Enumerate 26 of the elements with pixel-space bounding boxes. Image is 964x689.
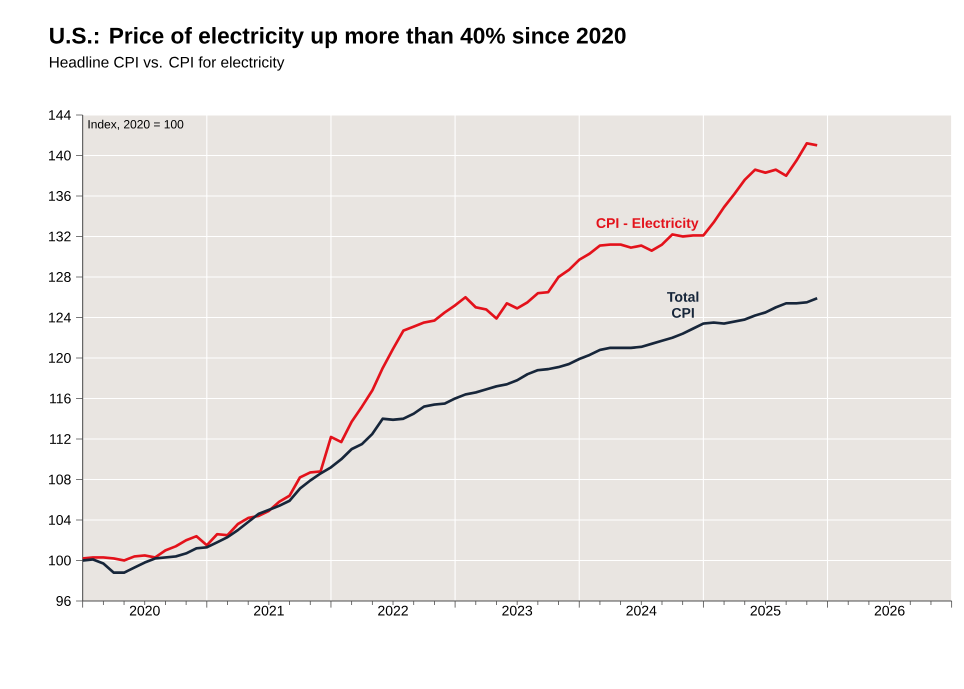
y-tick-label: 128 bbox=[49, 272, 71, 282]
y-tick-label: 132 bbox=[49, 232, 71, 242]
x-tick-label: 2025 bbox=[750, 606, 780, 616]
line-series bbox=[81, 142, 819, 562]
y-tick-label: 140 bbox=[49, 150, 71, 160]
x-tick-label: 2021 bbox=[254, 606, 284, 616]
annotation: Index, 2020 = 100 bbox=[88, 120, 184, 130]
y-tick-label: 96 bbox=[56, 596, 71, 606]
y-tick-label: 116 bbox=[50, 394, 71, 404]
y-tick-label: 104 bbox=[49, 515, 71, 525]
series-label: CPI - Electricity bbox=[596, 218, 699, 231]
x-tick-label: 2022 bbox=[378, 606, 408, 616]
x-tick-label: 2026 bbox=[874, 606, 905, 616]
chart-subtitle: Headline CPI vs. CPI for electricity bbox=[50, 56, 284, 71]
y-tick-label: 100 bbox=[49, 556, 71, 566]
y-tick-label: 136 bbox=[49, 191, 71, 201]
series-label: Total CPI bbox=[667, 292, 698, 318]
x-tick-label: 2020 bbox=[130, 606, 160, 616]
y-tick-label: 108 bbox=[49, 474, 71, 484]
x-tick-label: 2023 bbox=[502, 606, 532, 616]
y-tick-label: 124 bbox=[49, 312, 71, 322]
y-tick-label: 144 bbox=[49, 110, 71, 120]
y-tick-label: 112 bbox=[50, 434, 71, 444]
chart-title: U.S.: Price of electricity up more than 40% since 2020 bbox=[50, 27, 626, 48]
x-tick-label: 2024 bbox=[626, 606, 656, 616]
y-tick-label: 120 bbox=[49, 353, 71, 363]
